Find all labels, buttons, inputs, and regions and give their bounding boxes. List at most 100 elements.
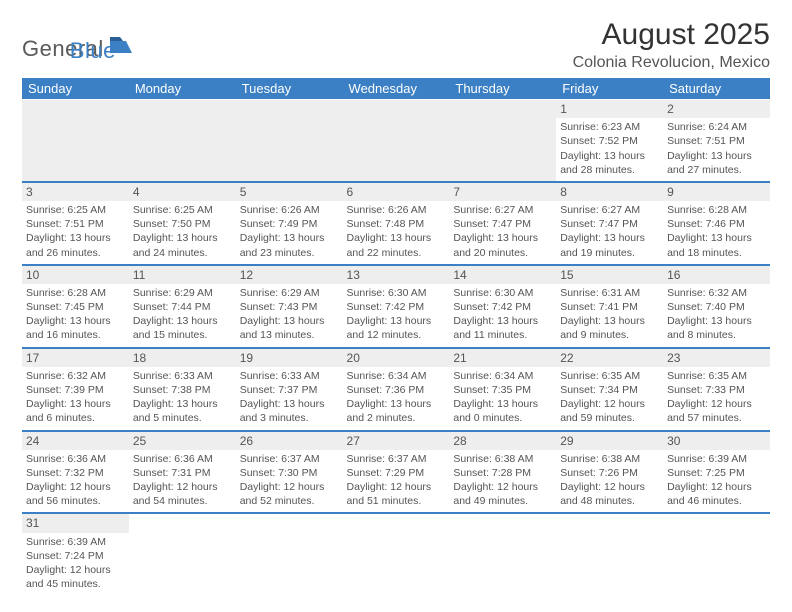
calendar-cell: 3Sunrise: 6:25 AMSunset: 7:51 PMDaylight…: [22, 182, 129, 265]
day-number: 20: [343, 349, 450, 367]
calendar-cell: [129, 513, 236, 595]
sunrise-text: Sunrise: 6:32 AM: [667, 286, 766, 300]
weekday-header: Saturday: [663, 78, 770, 100]
page-title: August 2025: [573, 18, 770, 52]
sunset-text: Sunset: 7:47 PM: [453, 217, 552, 231]
sunset-text: Sunset: 7:35 PM: [453, 383, 552, 397]
daylight-text: Daylight: 13 hours: [560, 314, 659, 328]
sunrise-text: Sunrise: 6:29 AM: [240, 286, 339, 300]
day-number: 2: [663, 100, 770, 118]
title-block: August 2025 Colonia Revolucion, Mexico: [573, 18, 770, 72]
sunset-text: Sunset: 7:51 PM: [26, 217, 125, 231]
sunset-text: Sunset: 7:26 PM: [560, 466, 659, 480]
calendar-cell: 23Sunrise: 6:35 AMSunset: 7:33 PMDayligh…: [663, 348, 770, 431]
daylight-text: and 27 minutes.: [667, 163, 766, 177]
daylight-text: and 45 minutes.: [26, 577, 125, 591]
calendar-cell: 30Sunrise: 6:39 AMSunset: 7:25 PMDayligh…: [663, 431, 770, 514]
daylight-text: and 6 minutes.: [26, 411, 125, 425]
sunset-text: Sunset: 7:28 PM: [453, 466, 552, 480]
daylight-text: and 16 minutes.: [26, 328, 125, 342]
daylight-text: and 24 minutes.: [133, 246, 232, 260]
sunset-text: Sunset: 7:25 PM: [667, 466, 766, 480]
sunset-text: Sunset: 7:51 PM: [667, 134, 766, 148]
daylight-text: Daylight: 13 hours: [133, 314, 232, 328]
calendar-cell: 1Sunrise: 6:23 AMSunset: 7:52 PMDaylight…: [556, 100, 663, 182]
daylight-text: Daylight: 13 hours: [26, 231, 125, 245]
weekday-header: Tuesday: [236, 78, 343, 100]
daylight-text: and 0 minutes.: [453, 411, 552, 425]
daylight-text: Daylight: 12 hours: [240, 480, 339, 494]
day-number: 28: [449, 432, 556, 450]
calendar-cell: 28Sunrise: 6:38 AMSunset: 7:28 PMDayligh…: [449, 431, 556, 514]
sunset-text: Sunset: 7:52 PM: [560, 134, 659, 148]
daylight-text: Daylight: 13 hours: [560, 149, 659, 163]
daylight-text: and 54 minutes.: [133, 494, 232, 508]
daylight-text: and 46 minutes.: [667, 494, 766, 508]
day-number: 19: [236, 349, 343, 367]
day-number: 16: [663, 266, 770, 284]
sunset-text: Sunset: 7:38 PM: [133, 383, 232, 397]
daylight-text: Daylight: 13 hours: [667, 314, 766, 328]
sunset-text: Sunset: 7:36 PM: [347, 383, 446, 397]
sunrise-text: Sunrise: 6:30 AM: [347, 286, 446, 300]
daylight-text: and 2 minutes.: [347, 411, 446, 425]
sunrise-text: Sunrise: 6:27 AM: [453, 203, 552, 217]
calendar-cell: [663, 513, 770, 595]
sunset-text: Sunset: 7:47 PM: [560, 217, 659, 231]
calendar-cell: 11Sunrise: 6:29 AMSunset: 7:44 PMDayligh…: [129, 265, 236, 348]
day-number: 8: [556, 183, 663, 201]
day-number: 6: [343, 183, 450, 201]
sunset-text: Sunset: 7:50 PM: [133, 217, 232, 231]
daylight-text: Daylight: 12 hours: [667, 397, 766, 411]
daylight-text: Daylight: 12 hours: [453, 480, 552, 494]
daylight-text: and 56 minutes.: [26, 494, 125, 508]
daylight-text: and 8 minutes.: [667, 328, 766, 342]
calendar-week-row: 1Sunrise: 6:23 AMSunset: 7:52 PMDaylight…: [22, 100, 770, 182]
daylight-text: and 19 minutes.: [560, 246, 659, 260]
day-number: 30: [663, 432, 770, 450]
day-number: 11: [129, 266, 236, 284]
calendar-cell: [449, 100, 556, 182]
calendar-cell: 5Sunrise: 6:26 AMSunset: 7:49 PMDaylight…: [236, 182, 343, 265]
sunrise-text: Sunrise: 6:36 AM: [26, 452, 125, 466]
daylight-text: Daylight: 13 hours: [667, 149, 766, 163]
weekday-header: Friday: [556, 78, 663, 100]
sunrise-text: Sunrise: 6:30 AM: [453, 286, 552, 300]
sunset-text: Sunset: 7:29 PM: [347, 466, 446, 480]
daylight-text: and 20 minutes.: [453, 246, 552, 260]
sunrise-text: Sunrise: 6:39 AM: [667, 452, 766, 466]
sunrise-text: Sunrise: 6:26 AM: [347, 203, 446, 217]
sunset-text: Sunset: 7:46 PM: [667, 217, 766, 231]
daylight-text: and 57 minutes.: [667, 411, 766, 425]
calendar-cell: [343, 513, 450, 595]
daylight-text: and 51 minutes.: [347, 494, 446, 508]
sunrise-text: Sunrise: 6:31 AM: [560, 286, 659, 300]
day-number: 14: [449, 266, 556, 284]
sunset-text: Sunset: 7:41 PM: [560, 300, 659, 314]
sunset-text: Sunset: 7:43 PM: [240, 300, 339, 314]
daylight-text: Daylight: 13 hours: [240, 231, 339, 245]
daylight-text: and 22 minutes.: [347, 246, 446, 260]
sunrise-text: Sunrise: 6:26 AM: [240, 203, 339, 217]
day-number: 24: [22, 432, 129, 450]
day-number: 22: [556, 349, 663, 367]
daylight-text: Daylight: 13 hours: [347, 397, 446, 411]
day-number: 27: [343, 432, 450, 450]
daylight-text: and 9 minutes.: [560, 328, 659, 342]
daylight-text: and 15 minutes.: [133, 328, 232, 342]
daylight-text: Daylight: 12 hours: [560, 397, 659, 411]
day-number: 29: [556, 432, 663, 450]
sunset-text: Sunset: 7:40 PM: [667, 300, 766, 314]
daylight-text: Daylight: 13 hours: [26, 314, 125, 328]
sunrise-text: Sunrise: 6:35 AM: [560, 369, 659, 383]
day-number: 17: [22, 349, 129, 367]
day-number: 4: [129, 183, 236, 201]
calendar-table: Sunday Monday Tuesday Wednesday Thursday…: [22, 78, 770, 595]
weekday-header: Thursday: [449, 78, 556, 100]
calendar-cell: 18Sunrise: 6:33 AMSunset: 7:38 PMDayligh…: [129, 348, 236, 431]
sunset-text: Sunset: 7:48 PM: [347, 217, 446, 231]
calendar-cell: 6Sunrise: 6:26 AMSunset: 7:48 PMDaylight…: [343, 182, 450, 265]
calendar-cell: 10Sunrise: 6:28 AMSunset: 7:45 PMDayligh…: [22, 265, 129, 348]
calendar-cell: 31Sunrise: 6:39 AMSunset: 7:24 PMDayligh…: [22, 513, 129, 595]
sunrise-text: Sunrise: 6:25 AM: [133, 203, 232, 217]
